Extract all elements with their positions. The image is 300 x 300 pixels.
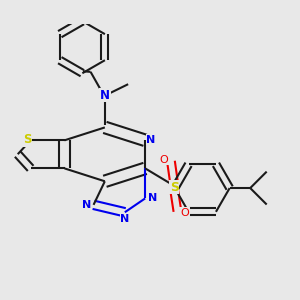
Text: O: O [180, 208, 189, 218]
Text: N: N [148, 194, 157, 203]
Text: S: S [170, 181, 179, 194]
Text: S: S [23, 133, 32, 146]
Text: N: N [120, 214, 130, 224]
Text: N: N [146, 135, 156, 145]
Text: N: N [82, 200, 91, 210]
Text: O: O [160, 155, 168, 165]
Text: N: N [100, 89, 110, 102]
